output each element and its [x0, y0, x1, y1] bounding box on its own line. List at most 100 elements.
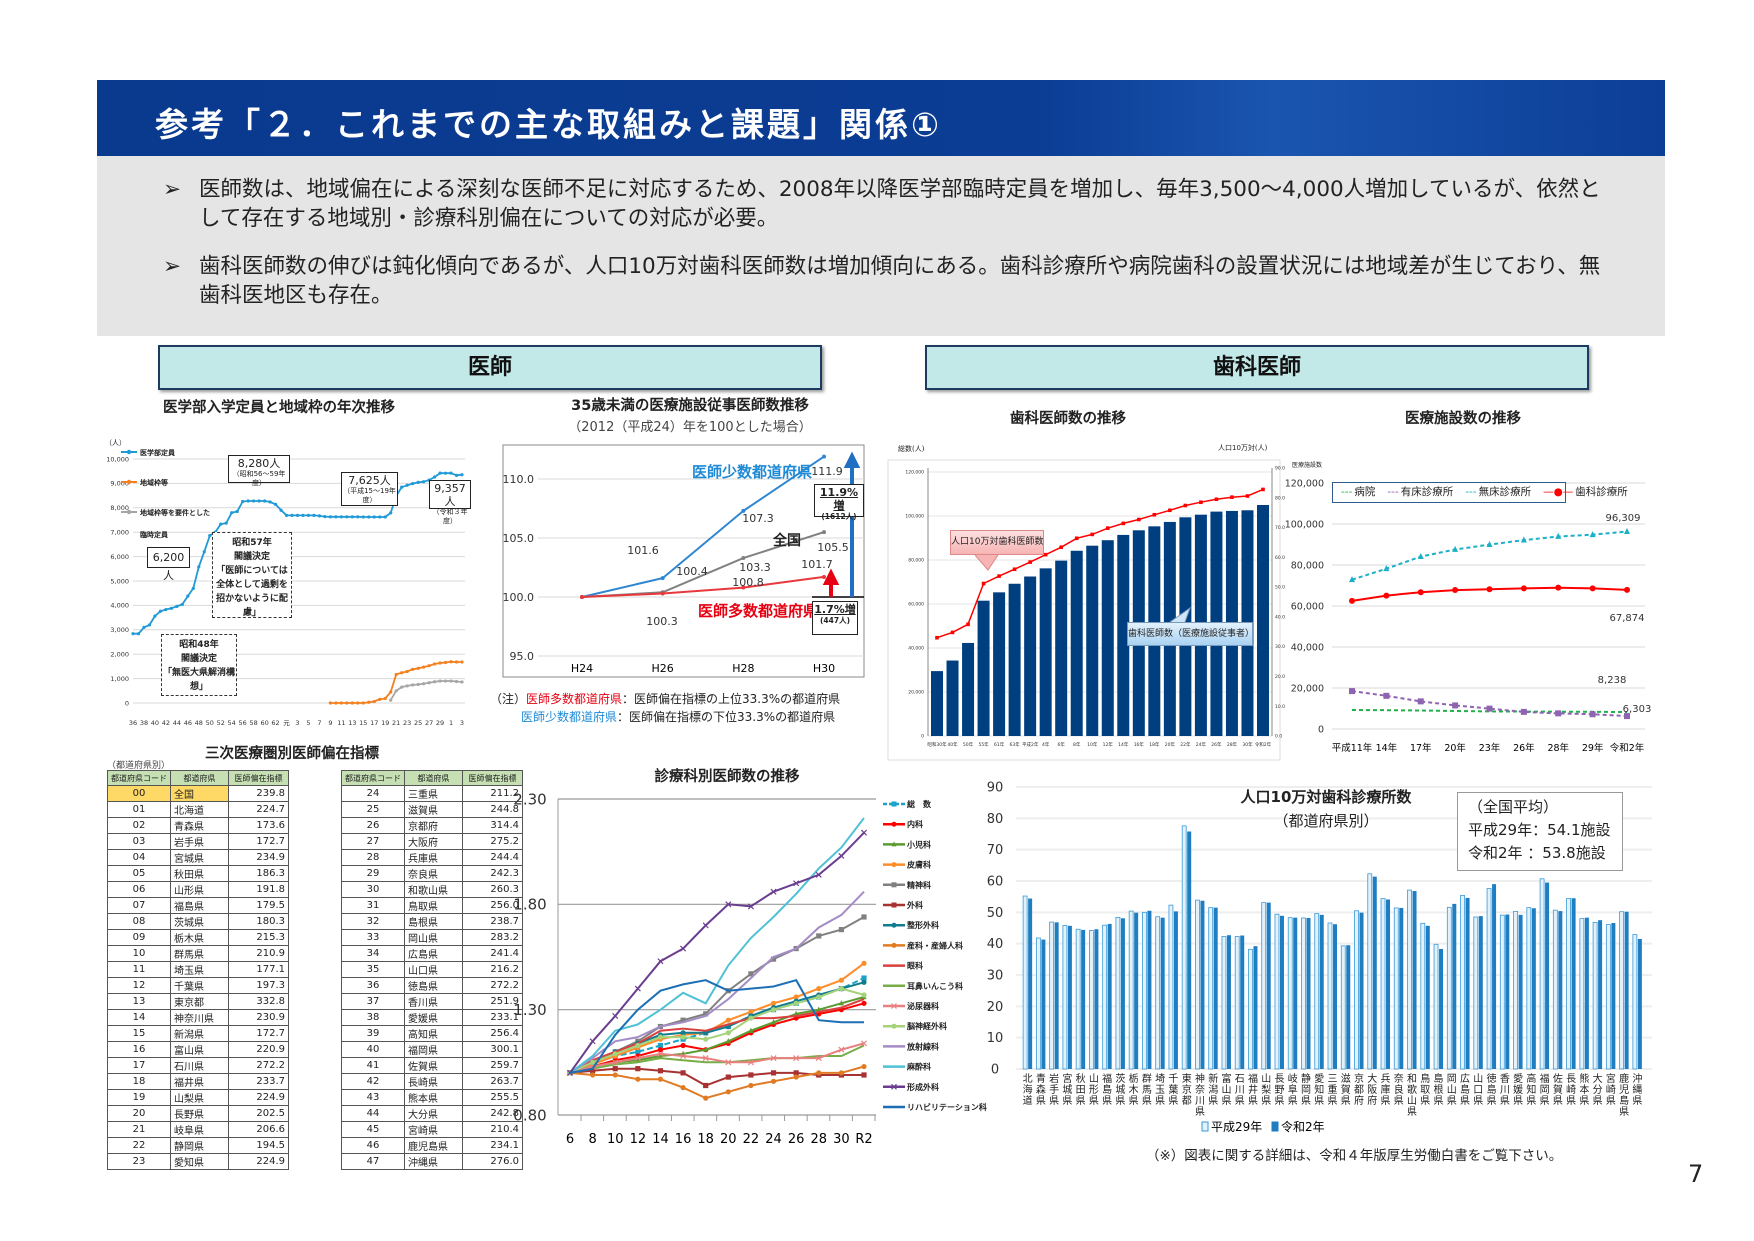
x-tick-char: 山 — [1261, 1073, 1271, 1085]
y-tick-label: 2.30 — [513, 790, 546, 808]
table-row: 13 東京都 332.8 — [107, 993, 289, 1011]
data-point — [1452, 702, 1459, 709]
bar-h29 — [1605, 924, 1611, 1070]
x-tick-char: 媛 — [1513, 1083, 1523, 1096]
data-point — [838, 986, 844, 992]
data-point — [748, 1027, 754, 1033]
data-point — [1555, 532, 1562, 539]
bar — [1257, 505, 1269, 736]
bar — [1008, 583, 1021, 736]
data-point — [680, 1017, 686, 1023]
y-tick-label: 40,000 — [1291, 642, 1324, 653]
x-tick-char: 県 — [1274, 1095, 1284, 1107]
prefecture-code: 11 — [107, 961, 171, 979]
x-tick-char: 田 — [1076, 1085, 1086, 1096]
prefecture-name: 群馬県 — [170, 945, 229, 963]
prefecture-name: 宮城県 — [170, 849, 229, 867]
bar-h29 — [1195, 899, 1200, 1070]
x-tick-char: 分 — [1593, 1084, 1603, 1096]
bar-r2 — [1346, 945, 1351, 1069]
table-row: 29 奈良県 242.3 — [341, 865, 523, 883]
data-point — [635, 1049, 641, 1055]
data-point — [680, 1052, 687, 1060]
prefecture-code: 41 — [341, 1057, 405, 1075]
y-axis-right-label: 人口10万対(人) — [1218, 444, 1268, 452]
table-row: 34 広島県 241.4 — [341, 945, 523, 963]
x-tick-char: 山 — [1473, 1073, 1483, 1085]
data-point — [290, 513, 294, 517]
data-point — [427, 681, 431, 685]
distribution-index: 173.6 — [228, 817, 289, 835]
prefecture-code: 25 — [341, 801, 405, 819]
prefecture-code: 07 — [107, 897, 171, 915]
bar — [1024, 576, 1037, 736]
chart-subtitle: （2012（平成24）年を100とした場合） — [568, 420, 812, 435]
increase-percent: 11.9%増 — [819, 486, 859, 512]
x-tick-label: 20 — [720, 1132, 737, 1147]
bar-h29 — [1433, 943, 1439, 1070]
x-tick-char: 県 — [1540, 1095, 1550, 1107]
data-point — [405, 483, 409, 487]
data-point — [432, 475, 437, 479]
prefecture-code: 15 — [107, 1025, 171, 1043]
data-point — [246, 499, 250, 503]
chart-title: 35歳未満の医療施設従事医師数推移 — [571, 398, 809, 414]
average-heading: （全国平均） — [1468, 798, 1559, 816]
bar-h29 — [1301, 917, 1306, 1070]
table-row: 30 和歌山県 260.3 — [341, 881, 523, 899]
x-tick-char: 県 — [1155, 1095, 1165, 1107]
prefecture-name: 新潟県 — [170, 1025, 229, 1043]
bar-r2 — [1465, 897, 1470, 1069]
bar-r2 — [1173, 911, 1178, 1069]
x-tick-label: 52 — [217, 719, 225, 727]
data-point — [770, 1019, 777, 1025]
data-point — [400, 671, 404, 675]
arrow-bullet-icon: ➢ — [163, 177, 182, 202]
prefecture-code: 24 — [341, 785, 405, 803]
table-row: 36 徳島県 272.2 — [341, 977, 523, 995]
x-tick-label: 19 — [381, 719, 389, 727]
prefecture-name: 青森県 — [170, 817, 229, 835]
chart-subtitle: （都道府県別） — [1273, 812, 1379, 830]
data-point — [770, 1055, 777, 1062]
prefecture-name: 岐阜県 — [170, 1121, 229, 1139]
table-row: 42 長崎県 263.7 — [341, 1073, 523, 1091]
x-tick-label: H24 — [571, 662, 593, 675]
x-tick-char: 道 — [1023, 1094, 1033, 1107]
bar — [931, 671, 943, 736]
x-tick-label: 42 — [162, 719, 170, 727]
data-point — [443, 660, 448, 665]
x-tick-label: 61年 — [994, 741, 1005, 748]
y-tick-label: 8,000 — [110, 504, 129, 512]
data-point — [816, 1070, 822, 1076]
data-point — [747, 1059, 754, 1066]
x-tick-label: 5 — [306, 719, 310, 727]
bar-r2 — [1041, 939, 1046, 1069]
bar-r2 — [1399, 907, 1404, 1069]
data-point — [680, 1030, 686, 1036]
data-point — [454, 660, 459, 664]
series-line — [569, 832, 865, 1074]
data-point — [1417, 553, 1424, 560]
prefecture-code: 33 — [341, 929, 405, 947]
cabinet-decision-1982-box: 昭和57年 閣議決定 「医師については 全体として過剰を 招かないように配慮」 — [212, 532, 292, 618]
data-point — [725, 1089, 731, 1095]
y-tick-label: 80.0 — [1275, 495, 1285, 501]
y-tick-label: 60,000 — [908, 602, 924, 608]
x-tick-char: 兵 — [1381, 1072, 1391, 1085]
x-tick-label: 鹿児島県 — [1619, 1072, 1629, 1118]
table-row: 40 福岡県 300.1 — [341, 1041, 523, 1059]
x-tick-char: 梨 — [1261, 1083, 1271, 1096]
x-tick-char: 大 — [1593, 1072, 1603, 1085]
data-point — [1152, 512, 1157, 517]
bar-h29 — [1367, 873, 1373, 1070]
data-point — [1520, 708, 1527, 715]
x-tick-char: 県 — [1513, 1095, 1523, 1107]
legend-label: 内科 — [907, 819, 923, 829]
specialty-doctors-chart: 0.80 1.30 1.80 2.30 6 8 10 12 14 16 18 20 22 24 26 28 30… — [510, 765, 987, 1160]
chart-frame — [887, 459, 1281, 761]
bar-r2 — [1452, 903, 1457, 1069]
distribution-index: 230.9 — [228, 1009, 289, 1027]
data-point — [634, 1055, 641, 1062]
x-tick-label: 18 — [697, 1132, 714, 1147]
